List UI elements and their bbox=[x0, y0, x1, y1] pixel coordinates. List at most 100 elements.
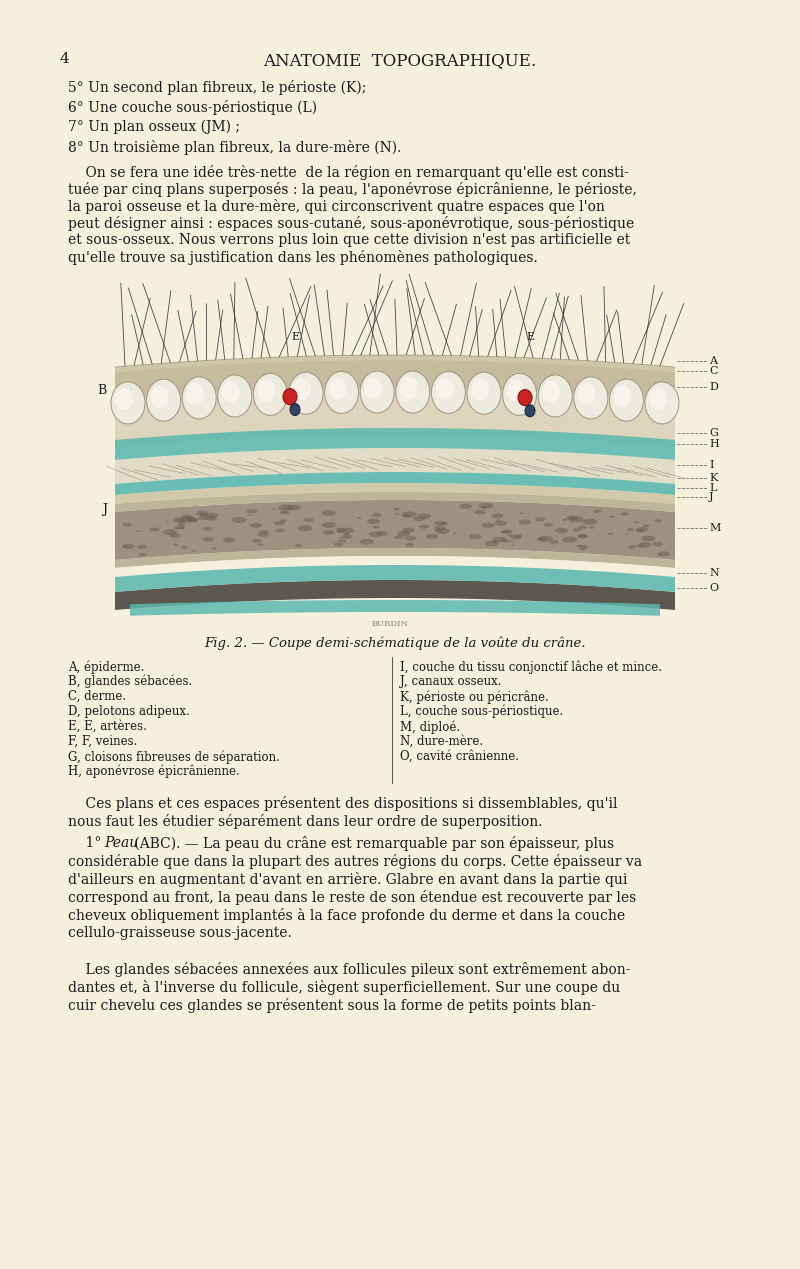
Ellipse shape bbox=[494, 520, 507, 525]
Text: G: G bbox=[709, 428, 718, 438]
Ellipse shape bbox=[578, 534, 587, 538]
Text: 7° Un plan osseux (JM) ;: 7° Un plan osseux (JM) ; bbox=[68, 121, 240, 135]
Ellipse shape bbox=[538, 374, 572, 418]
Ellipse shape bbox=[122, 523, 132, 527]
Text: D, pelotons adipeux.: D, pelotons adipeux. bbox=[68, 706, 190, 718]
Ellipse shape bbox=[335, 528, 346, 532]
Ellipse shape bbox=[343, 533, 350, 536]
Ellipse shape bbox=[652, 542, 663, 547]
Ellipse shape bbox=[471, 378, 489, 400]
Polygon shape bbox=[130, 600, 660, 615]
Ellipse shape bbox=[274, 520, 285, 525]
Ellipse shape bbox=[182, 515, 192, 519]
Text: H: H bbox=[709, 439, 718, 449]
Ellipse shape bbox=[568, 516, 583, 523]
Ellipse shape bbox=[254, 373, 287, 415]
Ellipse shape bbox=[342, 534, 353, 539]
Ellipse shape bbox=[122, 546, 127, 547]
Ellipse shape bbox=[439, 530, 443, 532]
Ellipse shape bbox=[250, 523, 262, 528]
Ellipse shape bbox=[173, 543, 178, 546]
Ellipse shape bbox=[502, 539, 510, 543]
Ellipse shape bbox=[467, 372, 501, 414]
Text: 4: 4 bbox=[60, 52, 70, 66]
Ellipse shape bbox=[283, 388, 297, 405]
Ellipse shape bbox=[654, 519, 662, 523]
Text: d'ailleurs en augmentant d'avant en arrière. Glabre en avant dans la partie qui: d'ailleurs en augmentant d'avant en arri… bbox=[68, 872, 627, 887]
Text: O, cavité crânienne.: O, cavité crânienne. bbox=[400, 750, 519, 763]
Ellipse shape bbox=[491, 514, 503, 518]
Ellipse shape bbox=[625, 534, 629, 536]
Ellipse shape bbox=[511, 544, 514, 546]
Ellipse shape bbox=[474, 510, 486, 515]
Ellipse shape bbox=[295, 544, 302, 547]
Text: K, périoste ou péricrâne.: K, périoste ou péricrâne. bbox=[400, 690, 549, 703]
Ellipse shape bbox=[510, 534, 522, 539]
Polygon shape bbox=[115, 483, 675, 504]
Ellipse shape bbox=[588, 527, 594, 529]
Ellipse shape bbox=[566, 515, 578, 520]
Ellipse shape bbox=[501, 529, 513, 534]
Ellipse shape bbox=[638, 542, 652, 547]
Text: E: E bbox=[526, 332, 534, 343]
Text: N, dure-mère.: N, dure-mère. bbox=[400, 735, 483, 747]
Ellipse shape bbox=[501, 532, 506, 533]
Ellipse shape bbox=[572, 528, 581, 532]
Ellipse shape bbox=[222, 381, 240, 404]
Text: N: N bbox=[709, 569, 718, 577]
Ellipse shape bbox=[576, 544, 582, 547]
Text: Ces plans et ces espaces présentent des dispositions si dissemblables, qu'il: Ces plans et ces espaces présentent des … bbox=[68, 796, 618, 811]
Text: On se fera une idée très-nette  de la région en remarquant qu'elle est consti-: On se fera une idée très-nette de la rég… bbox=[68, 165, 629, 180]
Text: J, canaux osseux.: J, canaux osseux. bbox=[400, 675, 502, 688]
Ellipse shape bbox=[434, 528, 450, 534]
Ellipse shape bbox=[258, 379, 275, 401]
Ellipse shape bbox=[525, 405, 535, 416]
Text: et sous-osseux. Nous verrons plus loin que cette division n'est pas artificielle: et sous-osseux. Nous verrons plus loin q… bbox=[68, 233, 630, 247]
Ellipse shape bbox=[258, 543, 263, 546]
Ellipse shape bbox=[146, 379, 181, 421]
Ellipse shape bbox=[293, 378, 311, 400]
Ellipse shape bbox=[578, 525, 587, 529]
Ellipse shape bbox=[413, 516, 425, 522]
Text: I: I bbox=[709, 459, 714, 470]
Ellipse shape bbox=[247, 514, 252, 516]
Ellipse shape bbox=[329, 377, 346, 400]
Ellipse shape bbox=[518, 390, 532, 406]
Ellipse shape bbox=[510, 541, 514, 542]
Ellipse shape bbox=[614, 386, 631, 407]
Ellipse shape bbox=[634, 522, 639, 524]
Text: 6° Une couche sous-périostique (L): 6° Une couche sous-périostique (L) bbox=[68, 100, 317, 115]
Ellipse shape bbox=[122, 544, 135, 549]
Ellipse shape bbox=[136, 530, 140, 532]
Text: M, diploé.: M, diploé. bbox=[400, 720, 460, 733]
Ellipse shape bbox=[496, 519, 501, 522]
Ellipse shape bbox=[485, 541, 498, 547]
Ellipse shape bbox=[636, 527, 648, 532]
Ellipse shape bbox=[627, 528, 634, 530]
Ellipse shape bbox=[395, 514, 399, 515]
Ellipse shape bbox=[202, 527, 213, 530]
Text: A, épiderme.: A, épiderme. bbox=[68, 660, 144, 674]
Ellipse shape bbox=[323, 530, 334, 534]
Ellipse shape bbox=[298, 525, 312, 532]
Polygon shape bbox=[115, 299, 675, 627]
Ellipse shape bbox=[400, 377, 418, 398]
Ellipse shape bbox=[369, 532, 382, 537]
Ellipse shape bbox=[562, 537, 578, 543]
Ellipse shape bbox=[578, 383, 596, 405]
Text: H, aponévrose épicrânienne.: H, aponévrose épicrânienne. bbox=[68, 765, 240, 778]
Text: Peau: Peau bbox=[104, 836, 138, 850]
Text: tuée par cinq plans superposés : la peau, l'aponévrose épicrânienne, le périoste: tuée par cinq plans superposés : la peau… bbox=[68, 181, 637, 197]
Ellipse shape bbox=[223, 538, 236, 543]
Ellipse shape bbox=[459, 504, 472, 509]
Ellipse shape bbox=[518, 519, 531, 524]
Ellipse shape bbox=[579, 544, 588, 548]
Ellipse shape bbox=[453, 533, 457, 534]
Ellipse shape bbox=[519, 513, 524, 514]
Ellipse shape bbox=[278, 505, 294, 511]
Ellipse shape bbox=[478, 503, 493, 509]
Text: la paroi osseuse et la dure-mère, qui circonscrivent quatre espaces que l'on: la paroi osseuse et la dure-mère, qui ci… bbox=[68, 199, 605, 214]
Ellipse shape bbox=[275, 528, 286, 533]
Ellipse shape bbox=[289, 372, 323, 414]
Text: O: O bbox=[709, 582, 718, 593]
